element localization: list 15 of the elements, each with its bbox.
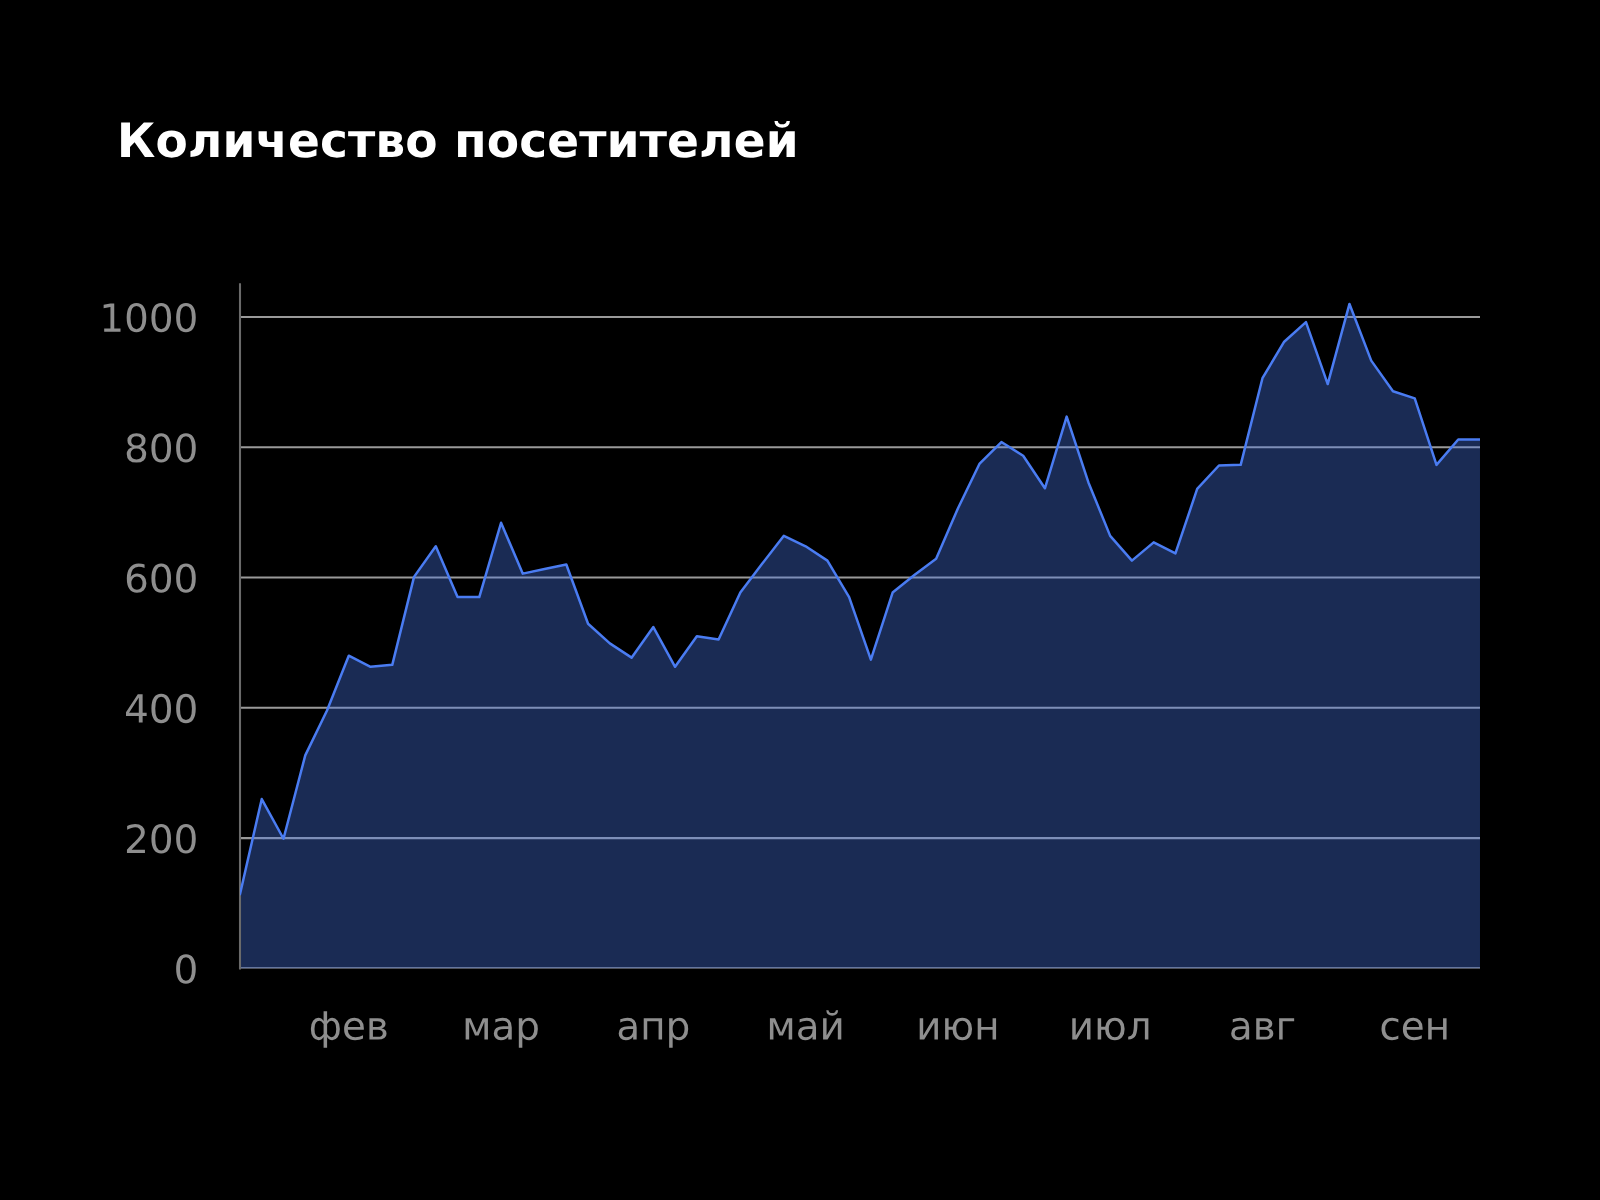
x-tick-label: авг xyxy=(1231,1017,1295,1041)
y-tick-label: 200 xyxy=(126,824,196,854)
chart-title: Количество посетителей xyxy=(121,120,795,158)
y-tick-label: 0 xyxy=(176,954,196,984)
y-tick-label: 400 xyxy=(126,693,196,724)
y-tick-label: 600 xyxy=(126,563,196,593)
x-tick-label: мар xyxy=(465,1017,538,1048)
x-tick-label: сен xyxy=(1381,1017,1447,1041)
x-tick-label: апр xyxy=(618,1017,689,1048)
x-tick-label: май xyxy=(769,1010,842,1041)
y-tick-label: 1000 xyxy=(103,302,196,333)
x-tick-label: фев xyxy=(310,1011,387,1048)
y-tick-label: 800 xyxy=(126,433,196,463)
x-tick-label: июн xyxy=(919,1017,997,1041)
x-tick-label: июл xyxy=(1072,1017,1149,1041)
